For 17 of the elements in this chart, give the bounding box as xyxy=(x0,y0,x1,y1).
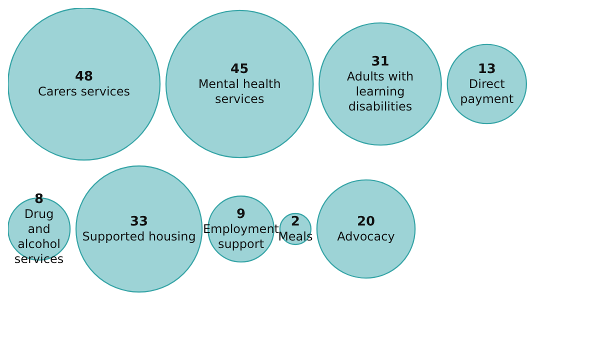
data-label: 31 xyxy=(371,54,390,70)
data-label: 48 xyxy=(74,70,94,84)
data-label: 9 xyxy=(236,207,246,222)
data-label: 8 xyxy=(34,192,44,208)
data-label: 2 xyxy=(290,214,300,230)
category-label: Adults with learning disabilities xyxy=(346,70,414,114)
category-label: Meals xyxy=(278,230,313,244)
category-label: Employment support xyxy=(202,222,280,252)
data-label: 45 xyxy=(230,62,249,77)
data-label: 20 xyxy=(356,214,376,230)
category-label: Mental health services xyxy=(198,77,281,106)
data-label: 13 xyxy=(478,62,496,77)
category-label: Supported housing xyxy=(82,230,196,244)
category-label: Carers services xyxy=(38,84,130,98)
category-label: Advocacy xyxy=(337,230,395,244)
category-label: Direct payment xyxy=(460,77,514,106)
data-label: 33 xyxy=(130,214,148,230)
